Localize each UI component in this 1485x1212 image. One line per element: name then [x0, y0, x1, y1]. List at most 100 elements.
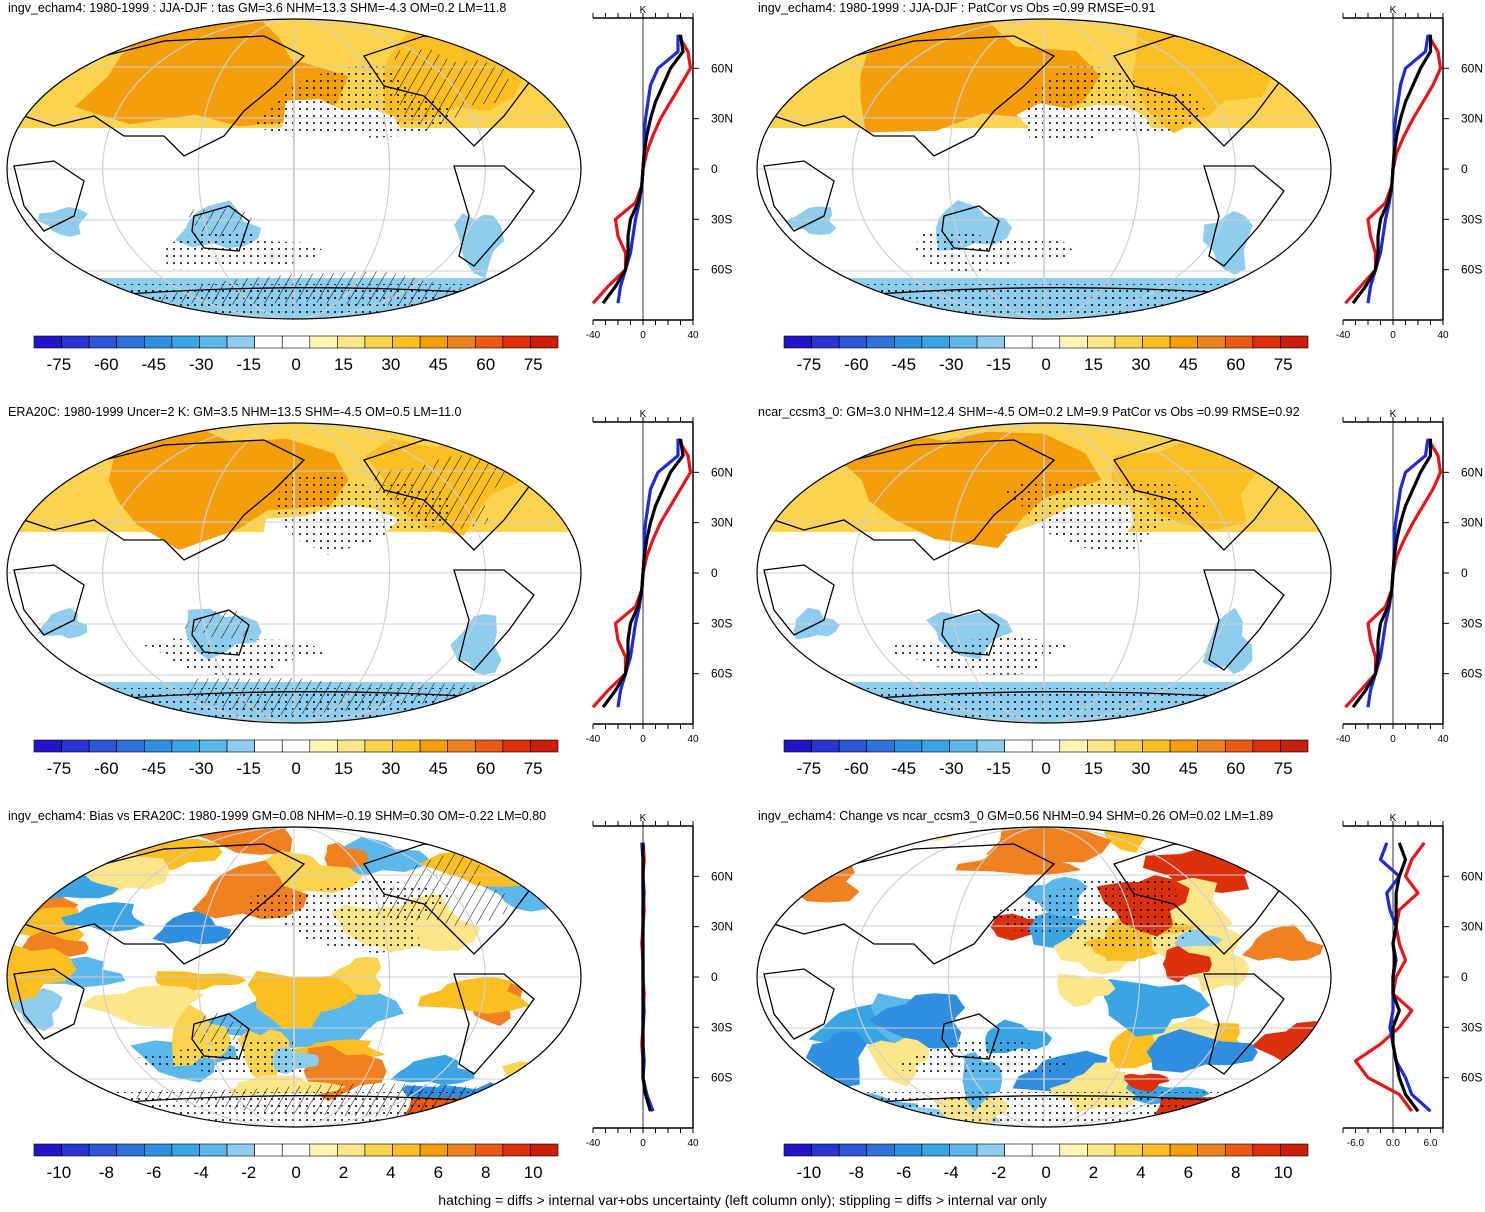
profile-series-3: [1391, 842, 1420, 1113]
colorbar-box: [144, 1143, 173, 1157]
profile-lat-label: 60S: [711, 667, 732, 681]
colorbar-box: [1142, 1143, 1171, 1157]
colorbar-box: [61, 739, 90, 753]
panel-title: ingv_echam4: Bias vs ERA20C: 1980-1999 G…: [8, 809, 547, 823]
world-map: [6, 826, 582, 1128]
colorbar-tick-label: -60: [844, 759, 869, 778]
africa-cool: [785, 206, 837, 235]
colorbar-box: [144, 739, 173, 753]
world-map: [756, 18, 1332, 320]
colorbar-box: [894, 1143, 923, 1157]
profile-x-tick-label: 0: [640, 330, 646, 341]
profile-lat-label: 60N: [1461, 869, 1483, 883]
colorbar-box: [1280, 335, 1309, 349]
colorbar-tick-label: -30: [939, 355, 964, 374]
colorbar-box: [309, 335, 338, 349]
colorbar-tick-label: 4: [1136, 1163, 1145, 1182]
colorbar-box: [281, 1143, 311, 1157]
world-map: [756, 422, 1332, 724]
colorbar-box: [1059, 1143, 1088, 1157]
colorbar: -75 -60 -45 -30 -15 0 15 30 45 60 75: [33, 335, 559, 374]
profile-x-tick-label: 40: [687, 734, 699, 745]
colorbar-box: [1004, 1143, 1033, 1157]
colorbar: -75 -60 -45 -30 -15 0 15 30 45 60 75: [33, 739, 559, 778]
colorbar-tick-label: 60: [1226, 759, 1245, 778]
anomaly-patch: [1162, 945, 1212, 983]
colorbar-tick-label: 0: [291, 355, 300, 374]
colorbar-box: [88, 1143, 118, 1157]
colorbar-box: [921, 1143, 950, 1157]
colorbar-box: [838, 739, 868, 753]
colorbar-box: [1031, 335, 1061, 349]
colorbar-box: [419, 1143, 448, 1157]
colorbar-box: [530, 335, 559, 349]
profile-x-tick-label: 40: [1437, 330, 1449, 341]
colorbar-tick-label: -60: [844, 355, 869, 374]
map-border: [6, 422, 582, 724]
zonal-profile: K 0 60N 30N 30S 60S -40 0 40: [586, 409, 733, 745]
colorbar-box: [144, 335, 173, 349]
profile-lat-label: 60S: [1461, 1071, 1482, 1085]
colorbar-box: [502, 1143, 531, 1157]
colorbar-box: [199, 335, 228, 349]
panel-title: ingv_echam4: 1980-1999 : JJA-DJF : tas G…: [8, 1, 507, 15]
colorbar-box: [199, 1143, 228, 1157]
profile-lat-label: 30N: [1461, 920, 1483, 934]
hatching: [185, 208, 254, 239]
colorbar: -75 -60 -45 -30 -15 0 15 30 45 60 75: [783, 739, 1309, 778]
profile-lat-label: 60N: [1461, 465, 1483, 479]
colorbar-box: [392, 1143, 421, 1157]
colorbar-box: [364, 739, 393, 753]
colorbar-box: [88, 335, 118, 349]
profile-x-tick-label: 0.0: [1386, 1138, 1400, 1149]
colorbar-box: [921, 739, 950, 753]
colorbar-box: [1169, 739, 1198, 753]
profile-lat-label: 60S: [1461, 263, 1482, 277]
colorbar-box: [116, 1143, 145, 1157]
colorbar: -10 -8 -6 -4 -2 0 2 4 6 8 10: [783, 1143, 1309, 1182]
colorbar-box: [1142, 335, 1171, 349]
colorbar-tick-label: 0: [1041, 1163, 1050, 1182]
colorbar-box: [976, 739, 1005, 753]
stippling: [1002, 477, 1208, 554]
profile-x-tick-label: 6.0: [1424, 1138, 1438, 1149]
graticule: [7, 827, 581, 1127]
colorbar-box: [254, 739, 283, 753]
zonal-profile: K 0 60N 30N 30S 60S -40 0 40: [1336, 409, 1483, 745]
colorbar-tick-label: -45: [141, 355, 166, 374]
hatching: [373, 455, 510, 530]
colorbar-tick-label: 75: [524, 355, 543, 374]
colorbar-tick-label: -15: [236, 355, 261, 374]
colorbar: -10 -8 -6 -4 -2 0 2 4 6 8 10: [33, 1143, 559, 1182]
colorbar-tick-label: 10: [524, 1163, 543, 1182]
colorbar-box: [474, 739, 504, 753]
asia-warm-core: [108, 423, 349, 550]
colorbar-box: [1087, 1143, 1116, 1157]
profile-lat-label: 30N: [711, 920, 733, 934]
colorbar-box: [33, 739, 62, 753]
colorbar-box: [1280, 739, 1309, 753]
colorbar-box: [783, 335, 812, 349]
profile-x-tick-label: -40: [586, 734, 601, 745]
anomaly-patch: [502, 1056, 570, 1115]
colorbar-tick-label: 6: [434, 1163, 443, 1182]
colorbar-box: [116, 739, 145, 753]
stippling: [143, 638, 326, 678]
colorbar-tick-label: -4: [194, 1163, 209, 1182]
colorbar-tick-label: -45: [891, 759, 916, 778]
anomaly-patch: [757, 1069, 816, 1119]
colorbar-box: [88, 739, 118, 753]
colorbar-box: [502, 335, 531, 349]
anomaly-patch: [390, 1054, 475, 1086]
zonal-profile: K 0 60N 30N 30S 60S -40 0 40: [1336, 5, 1483, 341]
colorbar-tick-label: -60: [94, 355, 119, 374]
stippling: [986, 877, 1196, 949]
colorbar-box: [1031, 739, 1061, 753]
colorbar-tick-label: 0: [291, 759, 300, 778]
colorbar-tick-label: 8: [1231, 1163, 1240, 1182]
colorbar-tick-label: 75: [524, 759, 543, 778]
colorbar-box: [894, 335, 923, 349]
profile-series-3: [601, 34, 685, 305]
profile-lat-label: 0: [1461, 162, 1468, 176]
profile-x-tick-label: 40: [1437, 734, 1449, 745]
